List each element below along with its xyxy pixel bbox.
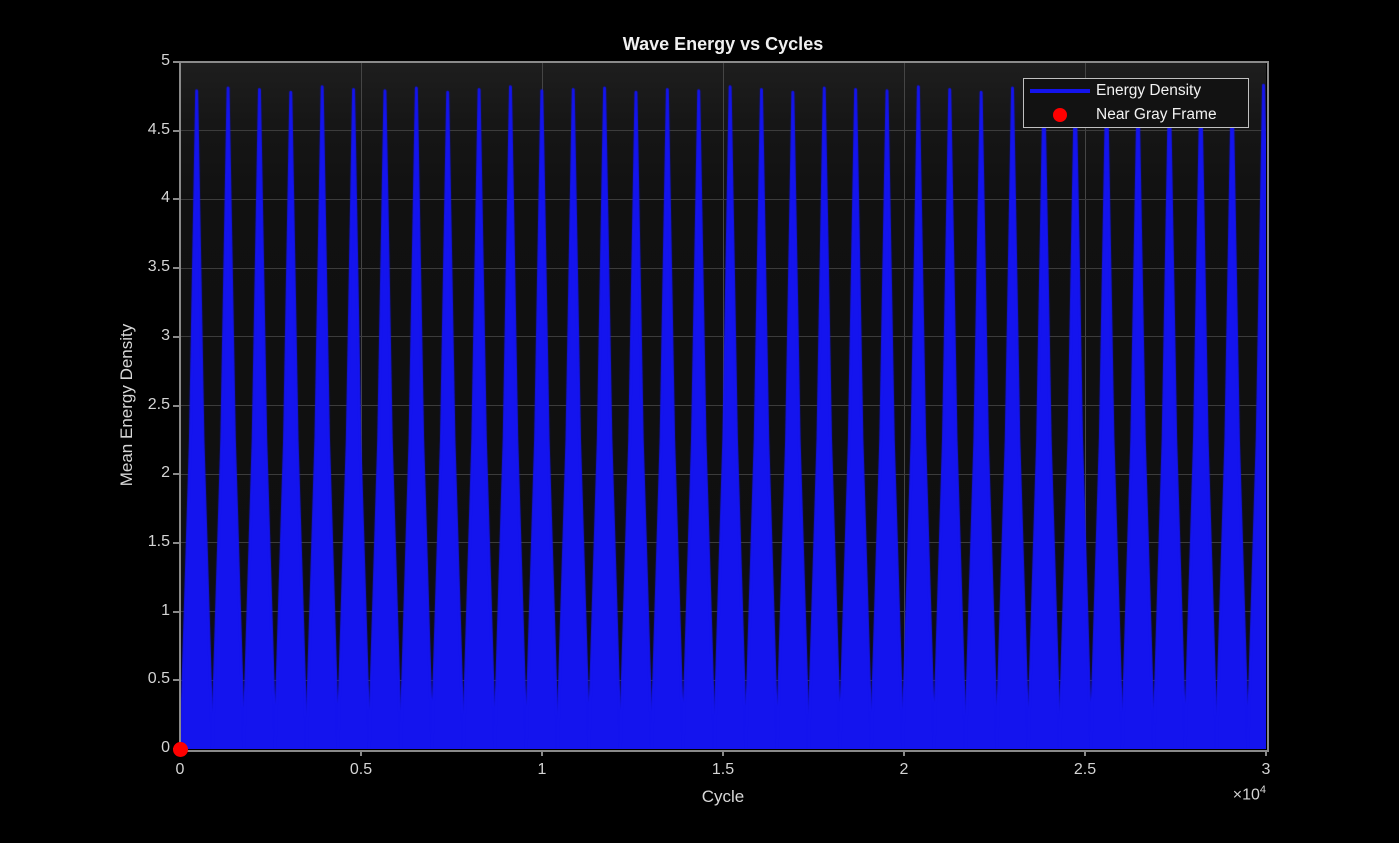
y-tick-mark [173,541,179,544]
x-tick-label: 2 [899,761,909,778]
chart-title: Wave Energy vs Cycles [622,34,824,54]
y-tick-label: 1.5 [147,532,170,550]
x-tick-mark [1084,750,1086,756]
y-tick-mark [173,198,179,201]
y-tick-label: 1 [161,601,170,619]
x-tick-label: 0.5 [349,761,373,778]
legend-label: Energy Density [1096,82,1202,100]
energy-density-series [180,62,1266,749]
x-tick-mark [903,750,905,756]
x-tick-mark [541,750,543,756]
legend-swatch-area [1024,107,1096,122]
x-tick-label: 0 [175,761,185,778]
x-axis-label: Cycle [701,787,745,806]
plot-area [180,62,1266,749]
x-tick-mark [360,750,362,756]
y-tick-label: 4.5 [147,120,170,138]
y-tick-mark [173,679,179,682]
y-tick-mark [173,473,179,476]
legend-swatch-area [1024,89,1096,94]
y-tick-label: 3.5 [147,258,170,276]
x-axis-exponent-label: ×104 [1232,784,1266,804]
legend-entry-energy-density: Energy Density [1024,80,1248,102]
y-tick-label: 5 [161,52,170,69]
red-dot-swatch [1053,107,1067,122]
y-tick-label: 2 [161,464,170,482]
near-gray-frame-marker [172,741,188,757]
y-tick-mark [173,267,179,270]
y-tick-label: 2.5 [147,395,170,413]
x-tick-label: 1.5 [711,761,735,778]
legend-entry-near-gray-frame: Near Gray Frame [1024,104,1248,126]
x-tick-label: 1 [537,761,547,778]
x-tick-mark [722,750,724,756]
legend-label: Near Gray Frame [1096,105,1217,123]
y-tick-label: 0 [161,739,170,756]
y-tick-mark [173,129,179,132]
x-tick-mark [1265,750,1267,756]
y-tick-label: 3 [161,326,170,344]
legend[interactable]: Energy Density Near Gray Frame [1023,78,1249,128]
y-axis-label: Mean Energy Density [117,323,136,487]
y-tick-mark [173,335,179,338]
x-tick-label: 3 [1261,761,1271,778]
blue-line-swatch [1030,89,1090,94]
y-tick-mark [173,610,179,613]
y-tick-mark [173,61,179,63]
y-tick-label: 4 [161,189,170,207]
x-tick-label: 2.5 [1073,761,1097,778]
y-tick-label: 0.5 [147,670,170,688]
y-tick-mark [173,404,179,407]
